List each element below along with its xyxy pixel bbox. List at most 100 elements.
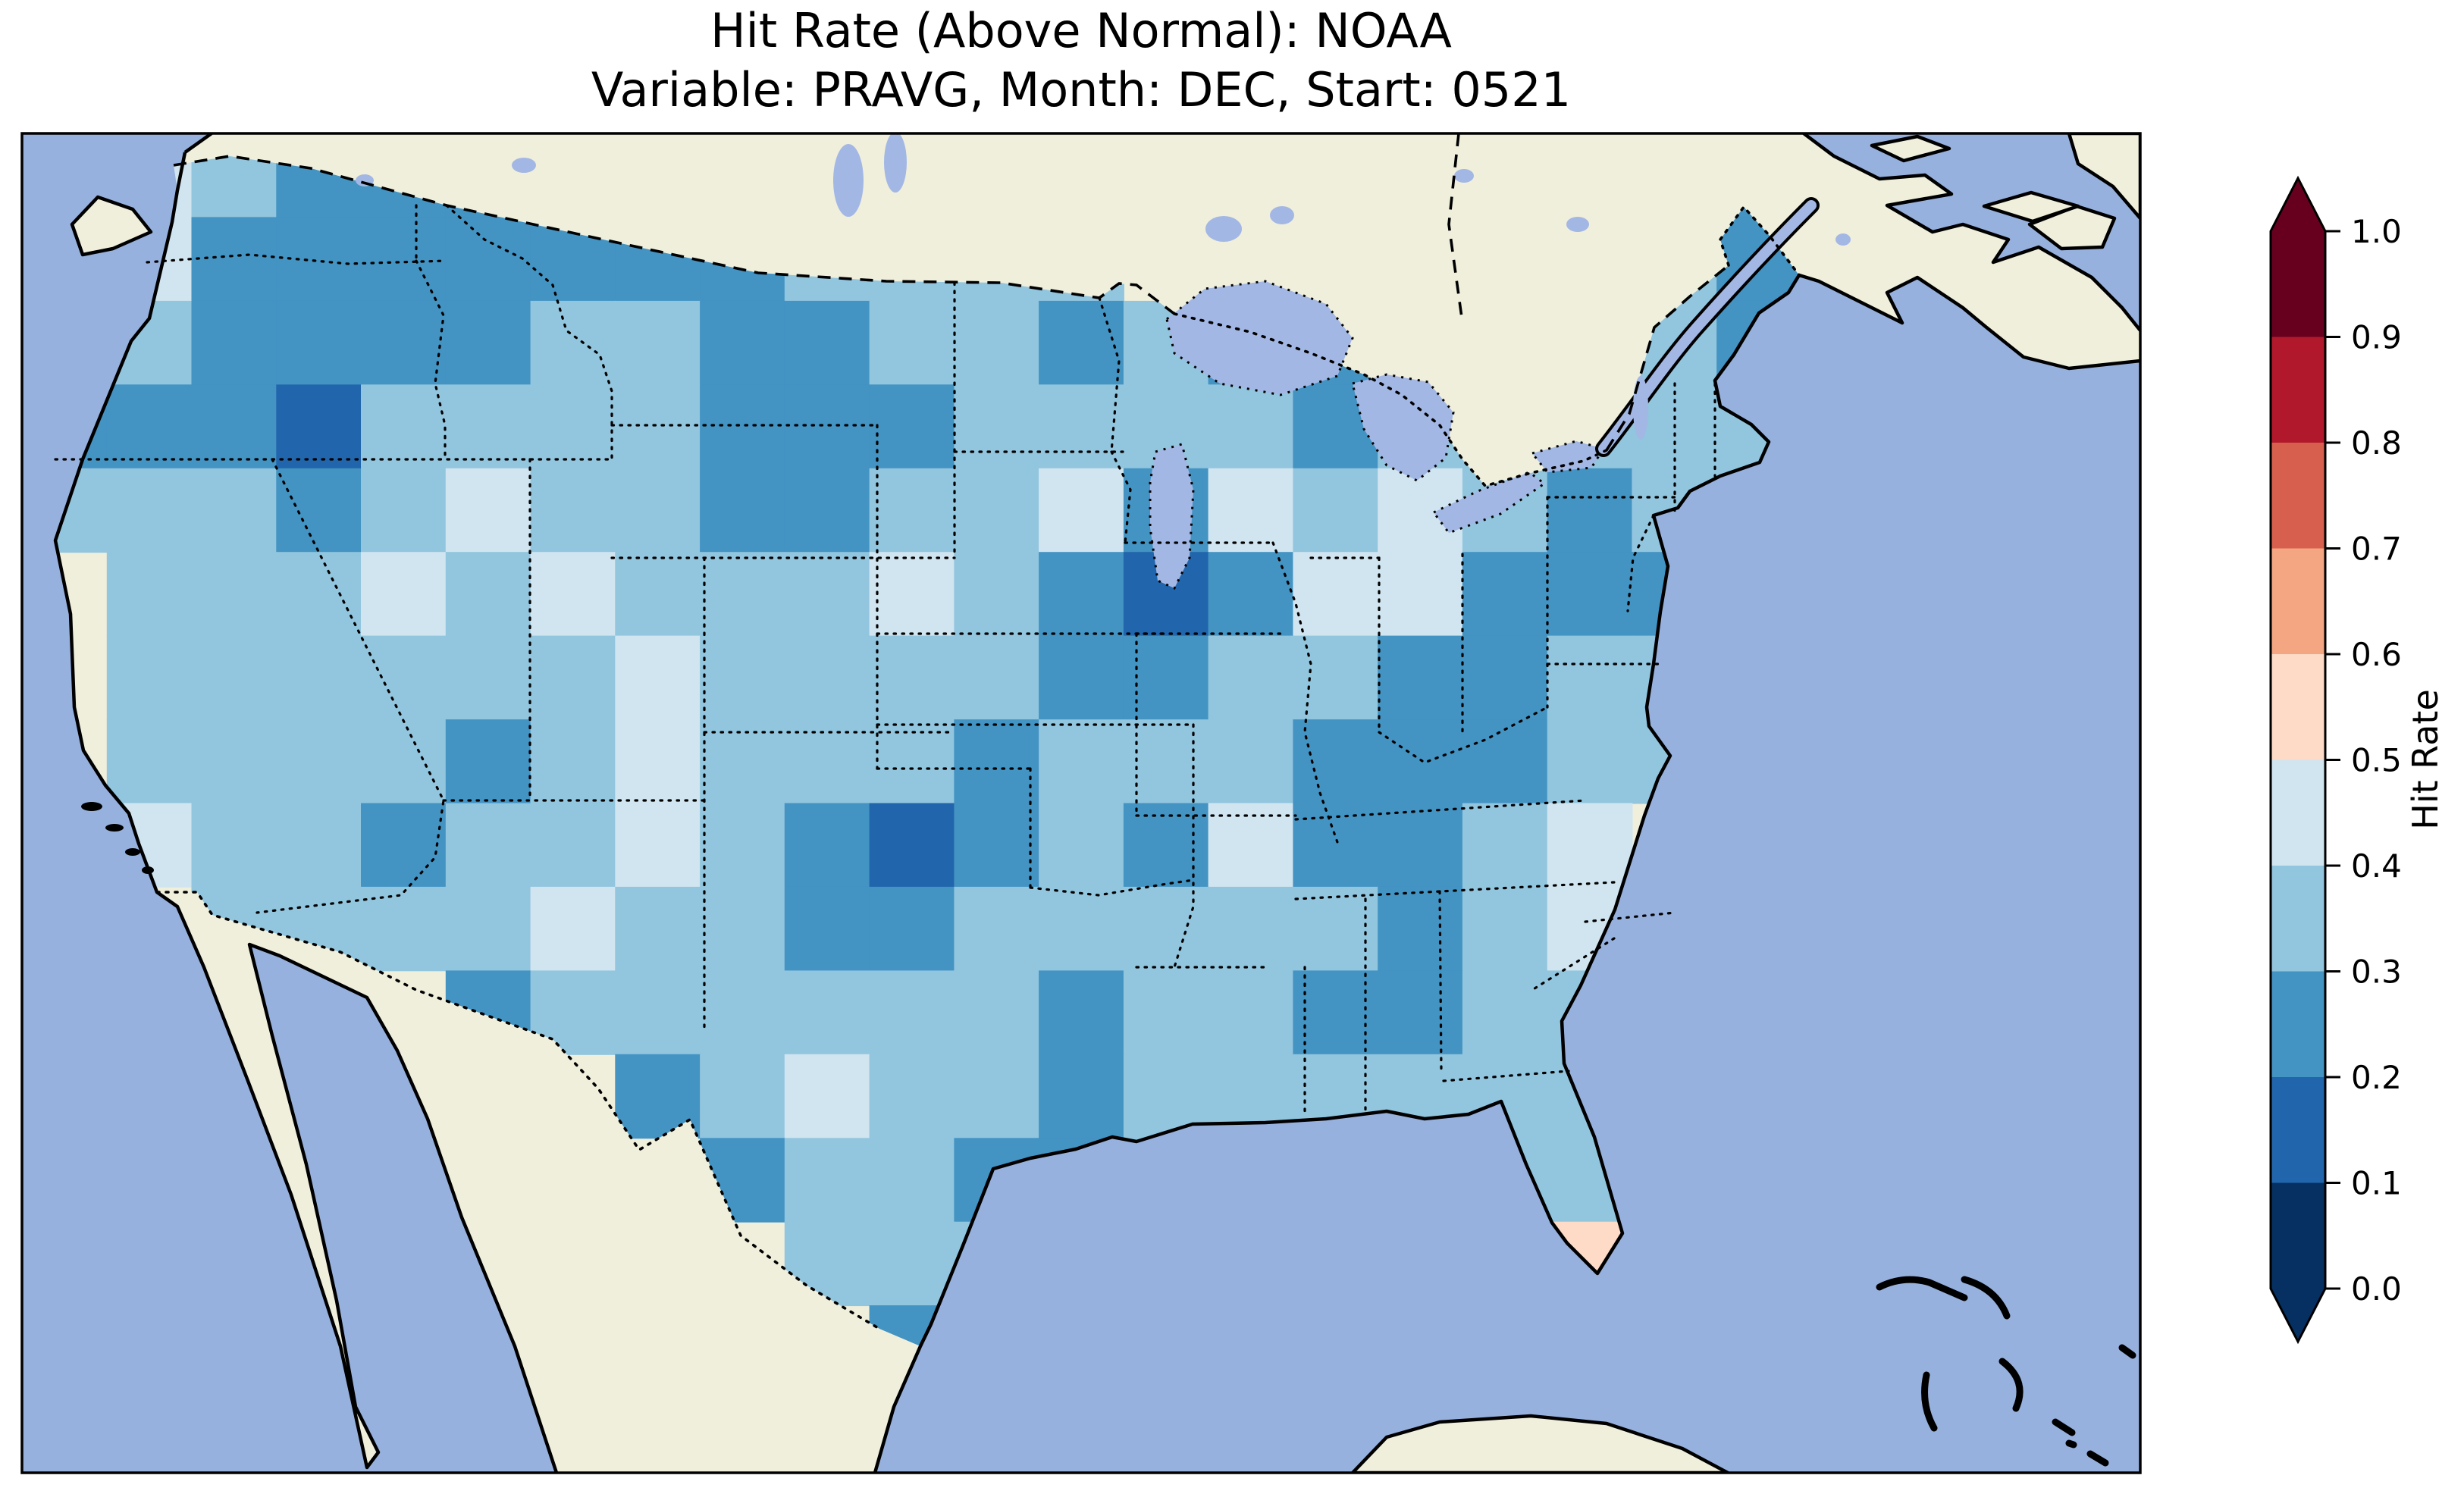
hit-rate-cell — [700, 970, 785, 1055]
prince-edward-island — [1982, 190, 2080, 224]
hit-rate-cell — [1378, 635, 1463, 720]
hit-rate-cell — [784, 552, 870, 637]
hit-rate-cell — [361, 635, 447, 720]
hit-rate-cell — [445, 552, 531, 637]
hit-rate-cell — [869, 1054, 955, 1139]
hit-rate-cell — [1293, 803, 1379, 888]
hit-rate-cell — [615, 803, 701, 888]
hit-rate-cell — [1039, 552, 1124, 637]
hit-rate-cell — [1123, 803, 1209, 888]
newfoundland-corner — [2067, 133, 2140, 221]
hit-rate-cell — [1547, 552, 1633, 637]
hit-rate-cell — [1208, 886, 1294, 972]
hit-rate-cell — [530, 719, 616, 804]
hit-rate-cell — [954, 1054, 1040, 1139]
hit-rate-cell — [1039, 719, 1124, 804]
hit-rate-cell — [276, 635, 362, 720]
hit-rate-cell — [1462, 635, 1548, 720]
hit-rate-cell — [1208, 803, 1294, 888]
hit-rate-cell — [784, 300, 870, 386]
figure-title-line2: Variable: PRAVG, Month: DEC, Start: 0521 — [591, 62, 1571, 117]
lake-superior — [1165, 280, 1354, 396]
hit-rate-cell — [1547, 635, 1633, 720]
hit-rate-cell — [276, 552, 362, 637]
colorbar-segment — [2271, 443, 2325, 550]
hit-rate-cell — [615, 300, 701, 386]
colorbar-segment — [2271, 866, 2325, 973]
hit-rate-cell — [1123, 970, 1209, 1055]
hit-rate-cell — [445, 886, 531, 972]
hit-rate-cell — [784, 1138, 870, 1223]
hit-rate-cell — [106, 468, 193, 553]
hit-rate-cell — [700, 468, 785, 553]
hit-rate-cell — [191, 719, 277, 804]
colorbar-segment — [2271, 654, 2325, 761]
us-mexico-border — [155, 891, 881, 1330]
hit-rate-cell — [1208, 635, 1294, 720]
hit-rate-cell — [869, 886, 955, 972]
hit-rate-cell — [954, 803, 1040, 888]
hit-rate-cell — [1462, 886, 1548, 972]
hit-rate-cell — [954, 552, 1040, 637]
hit-rate-cell — [1039, 300, 1124, 386]
hit-rate-cell — [1208, 970, 1294, 1055]
hit-rate-cell — [1293, 719, 1379, 804]
hit-rate-cell — [700, 635, 785, 720]
hit-rate-cell — [530, 635, 616, 720]
hit-rate-cell — [106, 552, 193, 637]
hit-rate-cell — [106, 384, 193, 469]
hit-rate-cell — [700, 886, 785, 972]
hit-rate-cell — [1208, 552, 1294, 637]
hit-rate-cell — [276, 719, 362, 804]
hit-rate-cell — [530, 886, 616, 972]
vancouver-island — [70, 195, 153, 257]
hit-rate-cell — [1378, 803, 1463, 888]
hit-rate-cell — [1378, 552, 1463, 637]
hit-rate-cell — [530, 384, 616, 469]
hit-rate-cell — [191, 300, 277, 386]
hit-rate-cell — [954, 300, 1040, 386]
colorbar-segment — [2271, 1182, 2325, 1289]
hit-rate-cell — [1039, 970, 1124, 1055]
hit-rate-cell — [784, 719, 870, 804]
islands — [70, 133, 2140, 1473]
hit-rate-cell — [530, 803, 616, 888]
hit-rate-cell — [954, 719, 1040, 804]
hit-rate-cell — [700, 1054, 785, 1139]
colorbar-segment — [2271, 337, 2325, 443]
hit-rate-cell — [1039, 384, 1124, 469]
colorbar-segment — [2271, 1077, 2325, 1184]
colorbar-extend-under-arrow — [2271, 1289, 2325, 1342]
colorbar-axis-label: Hit Rate — [2405, 689, 2446, 830]
state-borders — [54, 204, 1716, 1114]
hit-rate-cell — [869, 970, 955, 1055]
lake-huron — [1351, 373, 1455, 482]
colorbar-tick-label: 0.3 — [2351, 954, 2402, 991]
hit-rate-cell — [784, 635, 870, 720]
hit-rate-cell — [784, 803, 870, 888]
lake-erie — [1431, 471, 1547, 534]
us-canada-border-lakes — [1173, 312, 1608, 488]
hit-rate-cell — [869, 1138, 955, 1223]
hit-rate-cell — [276, 468, 362, 553]
hit-rate-cell — [615, 719, 701, 804]
hit-rate-cell — [869, 803, 955, 888]
colorbar-tick-label: 0.5 — [2351, 742, 2402, 779]
hit-rate-cell — [615, 468, 701, 553]
hit-rate-cell — [361, 552, 447, 637]
anticosti-island — [1870, 134, 1951, 163]
hit-rate-cell — [106, 719, 193, 804]
colorbar-tick-label: 0.9 — [2351, 319, 2402, 356]
hit-rate-cell — [191, 635, 277, 720]
colorbar-tick-label: 0.0 — [2351, 1270, 2402, 1308]
hit-rate-cell — [869, 635, 955, 720]
colorbar: 1.0 0.9 0.8 0.7 0.6 0.5 0.4 0.3 0.2 0.1 0.0 — [2269, 175, 2402, 1345]
hit-rate-cell — [700, 803, 785, 888]
hit-rate-cell — [191, 468, 277, 553]
hit-rate-cell — [954, 468, 1040, 553]
hit-rate-cell — [1039, 468, 1124, 553]
hit-rate-cell — [1462, 719, 1548, 804]
lake-michigan — [1149, 443, 1195, 590]
hit-rate-cell — [361, 217, 447, 302]
